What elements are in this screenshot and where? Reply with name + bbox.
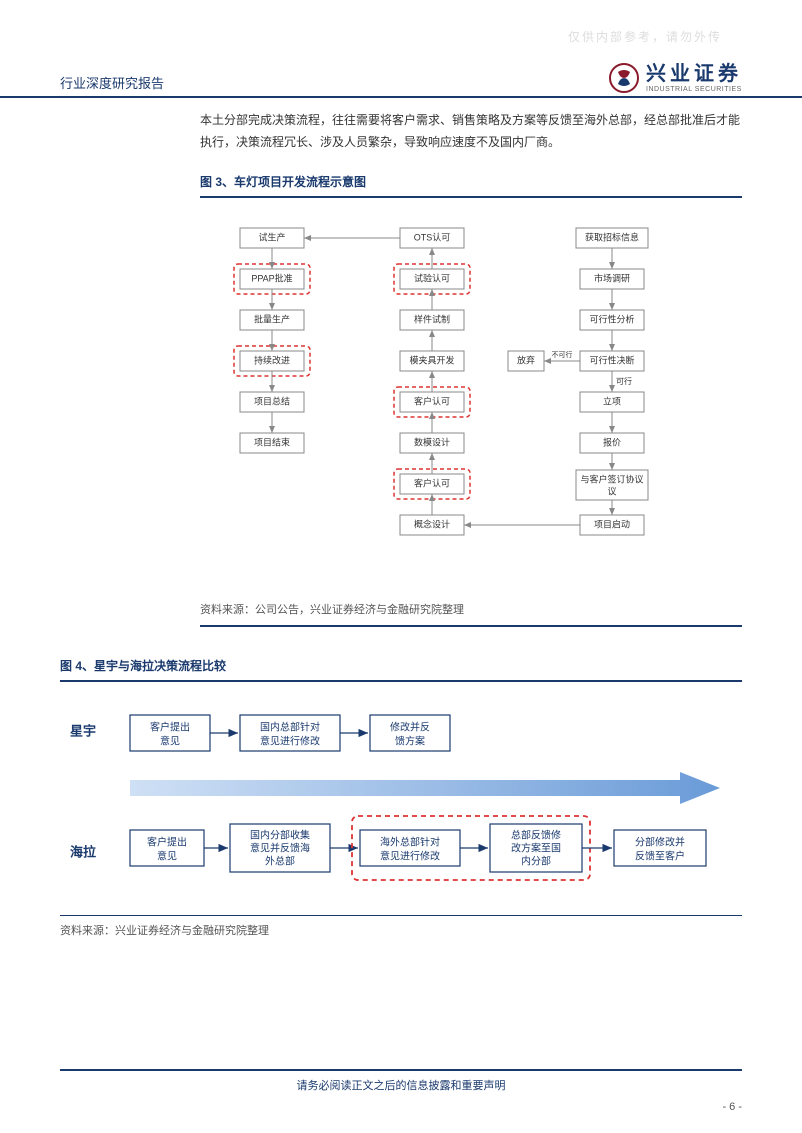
figure-3-title-underline	[200, 196, 742, 198]
svg-text:分部修改并: 分部修改并	[635, 836, 685, 849]
figure-3-bottom-line	[200, 625, 742, 627]
report-type: 行业深度研究报告	[60, 73, 164, 96]
logo-en-text: INDUSTRIAL SECURITIES	[646, 86, 742, 93]
page-header: 行业深度研究报告 兴业证券 INDUSTRIAL SECURITIES	[0, 0, 802, 98]
svg-text:批量生产: 批量生产	[254, 314, 290, 325]
svg-text:可行性决断: 可行性决断	[589, 355, 634, 366]
figure-4-source: 资料来源：兴业证券经济与金融研究院整理	[60, 922, 742, 938]
svg-text:意见进行修改: 意见进行修改	[260, 735, 320, 748]
svg-text:意见: 意见	[157, 850, 177, 863]
svg-text:报价: 报价	[603, 437, 621, 448]
figure-4-title: 图 4、星宇与海拉决策流程比较	[60, 657, 742, 674]
svg-text:星宇: 星宇	[70, 724, 96, 739]
logo-cn-text: 兴业证券	[646, 64, 742, 84]
figure-3-flowchart: 试生产 PPAP批准 批量生产 持续改进 项目总结 项目结束 OTS认可 试验认…	[200, 210, 742, 593]
figure-4-title-underline	[60, 680, 742, 682]
svg-text:概念设计: 概念设计	[414, 519, 450, 530]
page-number: - 6 -	[722, 1101, 742, 1113]
svg-text:修改并反: 修改并反	[390, 721, 430, 734]
svg-text:试验认可: 试验认可	[414, 273, 450, 284]
figure-4-source-line	[60, 915, 742, 916]
company-logo: 兴业证券 INDUSTRIAL SECURITIES	[608, 62, 742, 96]
svg-text:项目结束: 项目结束	[254, 437, 290, 448]
svg-text:国内总部针对: 国内总部针对	[260, 721, 320, 734]
svg-text:可行: 可行	[616, 376, 632, 386]
svg-text:市场调研: 市场调研	[594, 273, 630, 284]
svg-text:可行性分析: 可行性分析	[589, 314, 634, 325]
svg-text:立项: 立项	[603, 396, 621, 407]
watermark: 仅供内部参考，请勿外传	[568, 28, 722, 45]
svg-text:试生产: 试生产	[258, 232, 285, 243]
svg-text:总部反馈修: 总部反馈修	[511, 829, 561, 842]
svg-text:国内分部收集: 国内分部收集	[250, 829, 310, 842]
figure-3-title: 图 3、车灯项目开发流程示意图	[200, 173, 742, 190]
svg-text:内分部: 内分部	[521, 855, 551, 868]
figure-4-flowchart: 星宇 客户提出意见 国内总部针对意见进行修改 修改并反馈方案 海拉 客户提出意见…	[60, 700, 742, 903]
figure-3-source: 资料来源：公司公告，兴业证券经济与金融研究院整理	[200, 601, 742, 617]
footer-disclaimer: 请务必阅读正文之后的信息披露和重要声明	[60, 1077, 742, 1093]
svg-text:数模设计: 数模设计	[414, 437, 450, 448]
svg-text:持续改进: 持续改进	[254, 355, 290, 366]
svg-text:项目启动: 项目启动	[594, 519, 630, 530]
svg-text:PPAP批准: PPAP批准	[251, 273, 292, 284]
svg-text:海拉: 海拉	[70, 845, 96, 860]
svg-text:样件试制: 样件试制	[414, 314, 450, 325]
svg-text:海外总部针对: 海外总部针对	[380, 836, 440, 849]
svg-text:放弃: 放弃	[517, 355, 535, 366]
svg-text:意见并反馈海: 意见并反馈海	[250, 842, 310, 855]
svg-text:外总部: 外总部	[265, 855, 295, 868]
logo-icon	[608, 62, 640, 94]
svg-text:客户提出: 客户提出	[147, 836, 187, 849]
svg-text:与客户签订协议: 与客户签订协议	[580, 474, 643, 485]
svg-text:客户提出: 客户提出	[150, 721, 190, 734]
svg-text:模夹具开发: 模夹具开发	[409, 355, 454, 366]
svg-text:意见: 意见	[160, 735, 180, 748]
svg-text:反馈至客户: 反馈至客户	[635, 850, 685, 863]
svg-text:议: 议	[607, 487, 616, 497]
svg-text:OTS认可: OTS认可	[414, 232, 451, 243]
svg-text:意见进行修改: 意见进行修改	[380, 850, 440, 863]
svg-text:不可行: 不可行	[552, 350, 573, 359]
svg-text:项目总结: 项目总结	[254, 396, 290, 407]
intro-paragraph: 本土分部完成决策流程，往往需要将客户需求、销售策略及方案等反馈至海外总部，经总部…	[200, 110, 742, 153]
page-footer: 请务必阅读正文之后的信息披露和重要声明	[60, 1069, 742, 1093]
svg-text:客户认可: 客户认可	[414, 478, 450, 489]
svg-text:获取招标信息: 获取招标信息	[585, 232, 639, 243]
svg-text:客户认可: 客户认可	[414, 396, 450, 407]
svg-text:改方案至国: 改方案至国	[511, 842, 561, 855]
svg-text:馈方案: 馈方案	[395, 735, 425, 748]
